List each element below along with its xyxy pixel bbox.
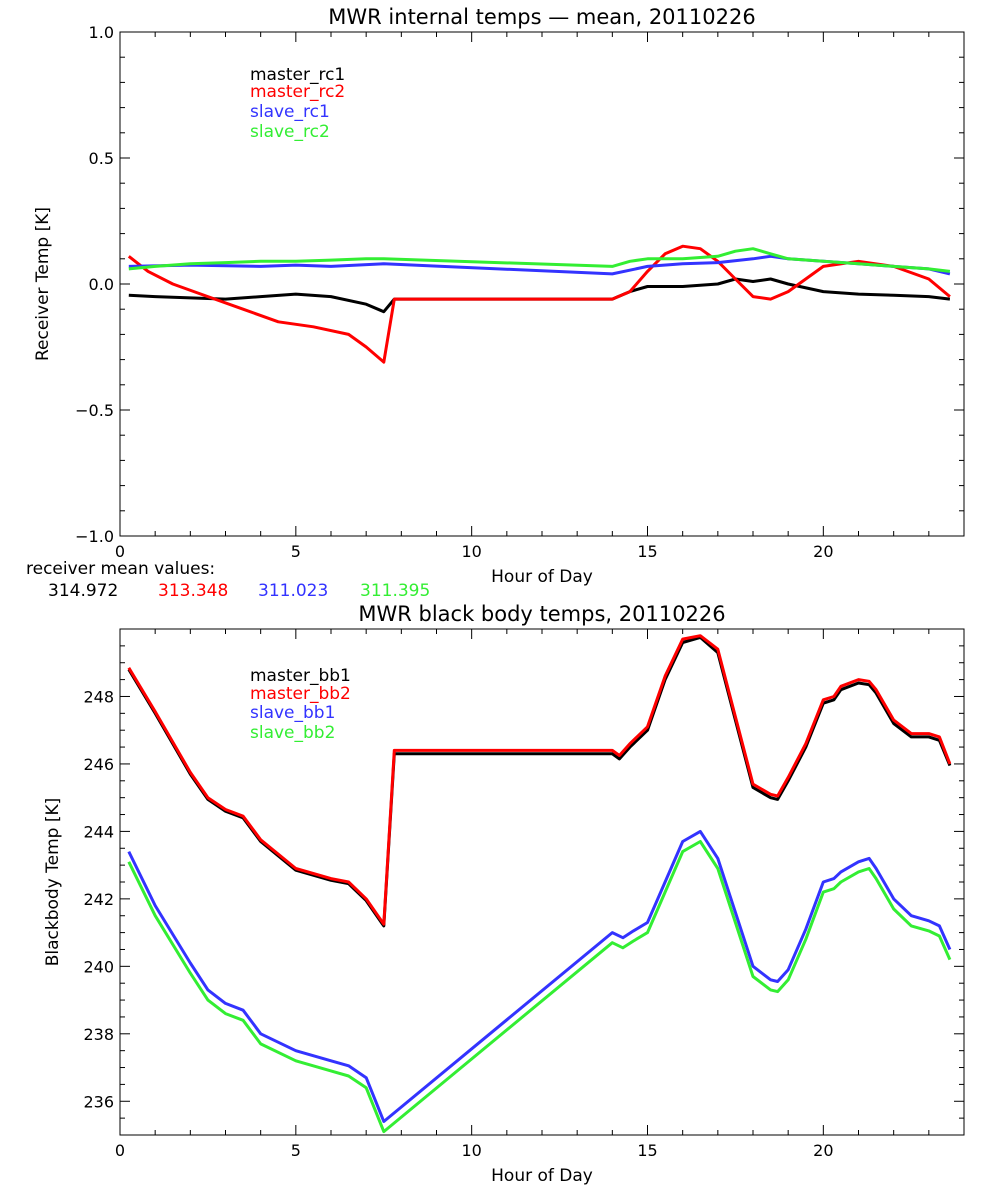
x-tick-label: 0 [115,1141,125,1160]
x-tick-label: 0 [115,542,125,561]
series-line-slave-rc2 [128,247,951,273]
receiver-temp-panel: MWR internal temps — mean, 20110226 0 5 10… [26,5,965,601]
legend-entry-slave-rc1: slave_rc1 [250,102,330,122]
y-tick-label: 246 [83,755,114,774]
receiver-y-axis-label: Receiver Temp [K] [33,207,53,361]
y-tick-label: 238 [83,1025,114,1044]
receiver-plot-frame [119,31,965,537]
legend-entry-slave-bb1: slave_bb1 [250,703,335,723]
x-tick-label: 5 [291,1141,301,1160]
receiver-chart-title: MWR internal temps — mean, 20110226 [328,5,755,29]
x-tick-label: 15 [637,542,657,561]
x-tick-label: 10 [461,542,481,561]
blackbody-plot-frame [119,628,965,1136]
series-line-slave-bb2 [127,840,952,1134]
legend-entry-master-rc2: master_rc2 [250,82,345,102]
receiver-axis-ticks: 0 5 10 15 20 −1.0 −0.5 0.0 0.5 1.0 [75,23,965,561]
legend-entry-master-bb2: master_bb2 [250,684,351,704]
blackbody-x-axis-label: Hour of Day [491,1166,593,1186]
blackbody-chart-title: MWR black body temps, 20110226 [358,602,725,626]
receiver-mean-values-label: receiver mean values: [26,559,215,579]
mean-value-slave-rc1: 311.023 [258,581,328,601]
y-tick-label: 242 [83,890,114,909]
legend-entry-master-rc1: master_rc1 [250,65,345,85]
blackbody-legend: master_bb1 master_bb2 slave_bb1 slave_bb… [250,666,351,743]
y-tick-label: 248 [83,687,114,706]
blackbody-axis-ticks: 0 5 10 15 20 236 238 240 242 244 246 248 [83,628,965,1160]
x-tick-label: 5 [291,542,301,561]
mean-value-slave-rc2: 311.395 [360,581,430,601]
x-tick-label: 10 [461,1141,481,1160]
blackbody-series-group [127,634,952,1134]
y-tick-label: 0.5 [89,149,114,168]
y-tick-label: 244 [83,822,114,841]
x-tick-label: 15 [637,1141,657,1160]
y-tick-label: 1.0 [89,23,114,42]
y-tick-label: 240 [83,957,114,976]
blackbody-temp-panel: MWR black body temps, 20110226 0 5 10 15 20 2… [43,602,965,1186]
series-line-slave-bb1 [127,829,952,1123]
mean-value-master-rc2: 313.348 [158,581,228,601]
receiver-x-axis-label: Hour of Day [491,567,593,587]
legend-entry-master-bb1: master_bb1 [250,666,351,686]
y-tick-label: 0.0 [89,275,114,294]
receiver-legend: master_rc1 master_rc2 slave_rc1 slave_rc… [250,65,345,142]
x-tick-label: 20 [813,1141,833,1160]
series-line-master-rc1 [128,277,951,314]
receiver-series-group [127,244,951,364]
receiver-mean-values: 314.972 313.348 311.023 311.395 [48,581,430,601]
blackbody-y-axis-label: Blackbody Temp [K] [43,798,63,967]
mean-value-master-rc1: 314.972 [48,581,118,601]
y-tick-label: 236 [83,1092,114,1111]
y-tick-label: −1.0 [75,527,114,546]
legend-entry-slave-rc2: slave_rc2 [250,122,330,142]
series-line-master-rc2 [127,244,951,364]
x-tick-label: 20 [813,542,833,561]
series-line-master-bb2 [127,634,952,926]
y-tick-label: −0.5 [75,401,114,420]
legend-entry-slave-bb2: slave_bb2 [250,723,335,743]
